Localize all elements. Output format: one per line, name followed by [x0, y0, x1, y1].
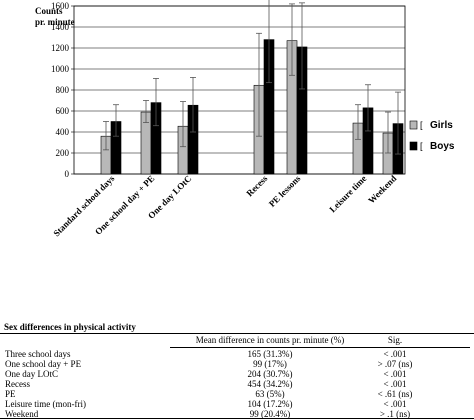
y-axis-label-line2: pr. minute — [35, 17, 75, 27]
row-significance: < .001 — [383, 369, 407, 379]
row-mean-difference: 454 (34.2%) — [247, 379, 293, 389]
row-mean-difference: 63 (5%) — [255, 389, 285, 399]
row-mean-difference: 99 (17%) — [253, 359, 287, 369]
category-label: PE lessons — [267, 173, 303, 209]
row-significance: > .07 (ns) — [377, 359, 413, 369]
row-mean-difference: 165 (31.3%) — [247, 349, 293, 359]
table-row: PE 63 (5%) < .61 (ns) — [0, 389, 474, 400]
table-row: Recess 454 (34.2%) < .001 — [0, 379, 474, 390]
row-label: Weekend — [5, 409, 39, 419]
y-tick-label: 400 — [56, 127, 70, 137]
legend-swatch-boys — [409, 141, 418, 151]
row-mean-difference: 204 (30.7%) — [247, 369, 293, 379]
table-header-rule — [170, 347, 470, 348]
y-tick-label: 1600 — [51, 1, 70, 11]
row-label: One school day + PE — [5, 359, 82, 369]
row-significance: < .001 — [383, 379, 407, 389]
y-tick-label: 800 — [56, 85, 70, 95]
y-tick-label: 600 — [56, 106, 70, 116]
row-mean-difference: 99 (20.4%) — [249, 409, 291, 419]
y-tick-label: 1400 — [51, 22, 70, 32]
y-tick-label: 200 — [56, 148, 70, 158]
category-label: Recess — [244, 173, 269, 198]
bar-chart: 0 200 400 600 800 1000 1200 1400 1600 Counts pr.… — [35, 0, 455, 238]
table-title: Sex differences in physical activity — [4, 322, 136, 332]
y-tick-label: 0 — [65, 169, 70, 179]
row-mean-difference: 104 (17.2%) — [247, 399, 293, 409]
category-label: Leisure time — [327, 173, 368, 214]
plot-frame — [73, 5, 406, 175]
y-tick-label: 1000 — [51, 64, 70, 74]
table-row: One school day + PE 99 (17%) > .07 (ns) — [0, 359, 474, 370]
table-row: Weekend 99 (20.4%) > .1 (ns) — [0, 409, 474, 420]
table-row: Leisure time (mon-fri) 104 (17.2%) < .001 — [0, 399, 474, 410]
legend: [ Girls [ Boys — [409, 120, 455, 152]
y-axis-ticks: 0 200 400 600 800 1000 1200 1400 1600 — [51, 1, 74, 179]
legend-label-boys: Boys — [430, 141, 455, 152]
y-tick-label: 1200 — [51, 43, 70, 53]
error-bars — [103, 0, 401, 155]
y-axis-label-line1: Counts — [35, 6, 63, 16]
legend-bracket: [ — [420, 141, 423, 151]
row-significance: > .1 (ns) — [379, 409, 411, 419]
row-significance: < .001 — [383, 349, 407, 359]
legend-label-girls: Girls — [430, 120, 453, 131]
row-label: Recess — [5, 379, 30, 389]
row-label: Three school days — [5, 349, 71, 359]
legend-bracket: [ — [420, 120, 423, 130]
table-row: Three school days 165 (31.3%) < .001 — [0, 349, 474, 360]
table-header-mean: Mean difference in counts pr. minute (%) — [195, 335, 345, 345]
table-top-rule — [0, 333, 474, 334]
table-row: One day LOtC 204 (30.7%) < .001 — [0, 369, 474, 380]
row-significance: < .001 — [383, 399, 407, 409]
table-header-sig: Sig. — [387, 335, 403, 345]
legend-swatch-girls — [409, 120, 418, 130]
row-label: Leisure time (mon-fri) — [5, 399, 86, 409]
category-label: Weekend — [366, 173, 398, 205]
row-label: PE — [5, 389, 16, 399]
row-label: One day LOtC — [5, 369, 58, 379]
row-significance: < .61 (ns) — [377, 389, 413, 399]
